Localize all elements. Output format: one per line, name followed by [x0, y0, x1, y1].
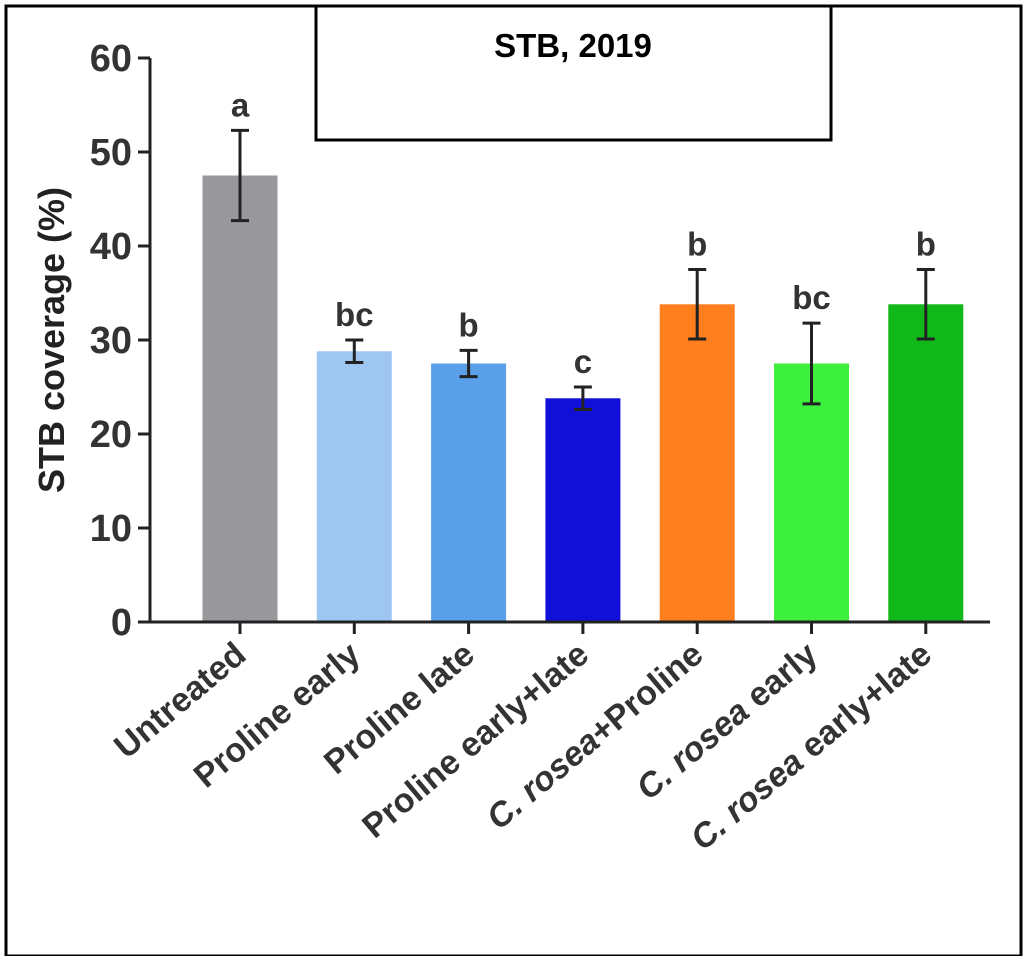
y-ticks-group: 0 10 20 30 40 50 60: [90, 38, 150, 644]
y-tick-label: 0: [111, 602, 132, 644]
y-tick-label: 10: [90, 508, 132, 550]
title-box: [314, 4, 833, 142]
bar-2: [316, 351, 392, 622]
significance-label-7: b: [916, 226, 936, 263]
significance-label-2: bc: [335, 296, 374, 333]
x-ticks-group: [238, 622, 928, 634]
y-tick-label: 40: [90, 226, 132, 268]
chart-title: STB, 2019: [494, 27, 652, 64]
significance-label-3: b: [459, 306, 479, 343]
y-axis-label: STB coverage (%): [31, 187, 72, 493]
y-tick-label: 50: [90, 132, 132, 174]
bar-6: [774, 363, 849, 622]
bar-1: [202, 175, 278, 622]
bars-group: [202, 175, 964, 622]
bar-7: [888, 304, 964, 622]
figure-border: [4, 4, 1023, 956]
bar-5: [659, 304, 735, 622]
error-bars-group: [231, 128, 935, 412]
y-tick-label: 60: [90, 38, 132, 80]
bar-4: [545, 398, 621, 622]
significance-label-1: a: [231, 86, 250, 123]
significance-label-4: c: [574, 343, 592, 380]
y-tick-label: 30: [90, 320, 132, 362]
significance-label-6: bc: [792, 279, 831, 316]
bar-3: [431, 363, 507, 622]
significance-label-5: b: [687, 226, 707, 263]
y-tick-label: 20: [90, 414, 132, 456]
